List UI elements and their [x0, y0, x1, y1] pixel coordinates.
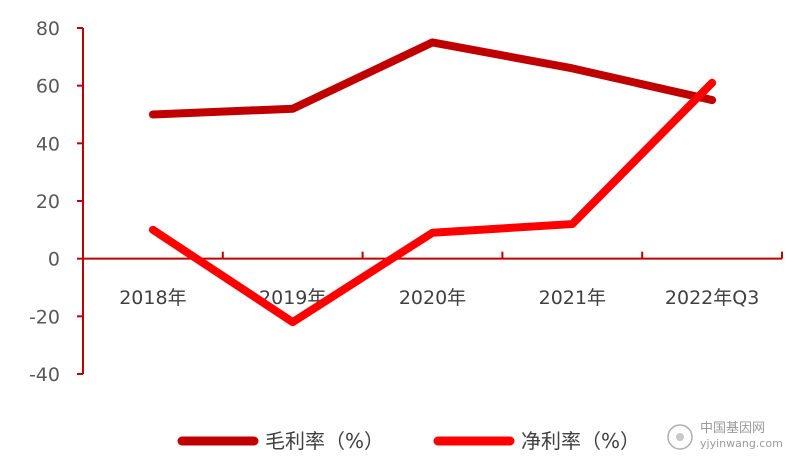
- legend-label-0: 毛利率（%）: [265, 429, 384, 453]
- watermark-logo-icon: [667, 424, 693, 450]
- x-tick-label: 2019年: [259, 287, 326, 309]
- y-tick-label: 20: [36, 191, 60, 213]
- y-tick-label: 0: [48, 249, 60, 271]
- series-lines: [148, 38, 717, 327]
- x-tick-labels: 2018年 2019年 2020年 2021年 2022年Q3: [119, 287, 759, 309]
- x-tick-label: 2022年Q3: [665, 287, 759, 309]
- y-tick-label: -20: [29, 306, 60, 328]
- y-tick-labels: 80 60 40 20 0 -20 -40: [29, 18, 60, 386]
- y-axis: [77, 27, 84, 375]
- y-tick-label: 40: [36, 133, 60, 155]
- y-tick-label: 80: [36, 18, 60, 40]
- x-tick-label: 2018年: [119, 287, 186, 309]
- legend: 毛利率（%） 净利率（%）: [177, 429, 640, 453]
- y-tick-label: -40: [29, 364, 60, 386]
- legend-label-1: 净利率（%）: [521, 429, 640, 453]
- x-tick-label: 2020年: [399, 287, 466, 309]
- series-line-0: [148, 38, 717, 119]
- y-tick-label: 60: [36, 76, 60, 98]
- watermark-logo-dot-icon: [676, 433, 684, 441]
- series-line-1: [148, 78, 717, 327]
- x-tick-label: 2021年: [539, 287, 606, 309]
- watermark: 中国基因网 yjyinwang.com: [667, 421, 783, 450]
- watermark-url: yjyinwang.com: [700, 437, 783, 450]
- watermark-title: 中国基因网: [700, 421, 765, 436]
